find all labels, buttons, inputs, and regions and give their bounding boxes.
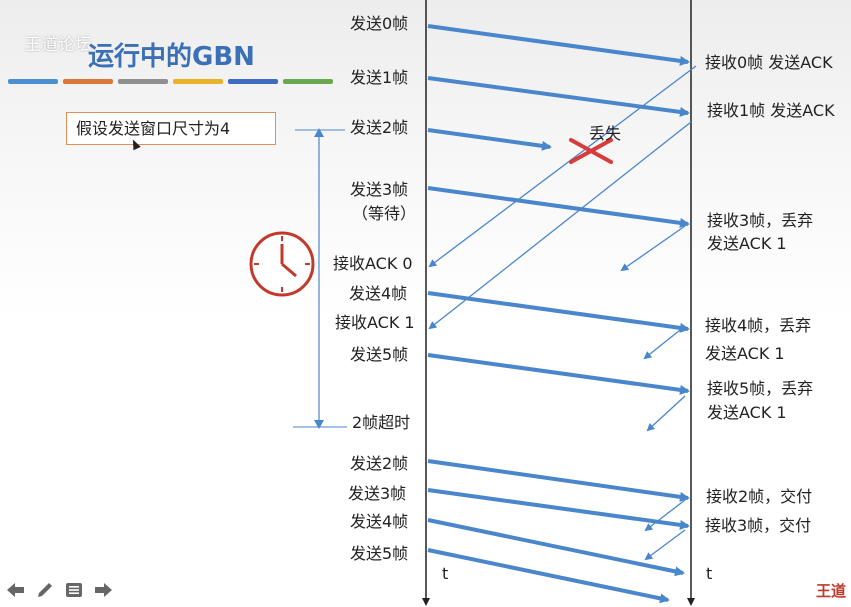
receiver-label-recv3-ack: 发送ACK 1 <box>707 234 787 253</box>
resend-2-arrow <box>427 459 690 502</box>
ack-1-arrow <box>428 121 692 330</box>
frame-5-arrow <box>427 353 690 395</box>
clock-icon <box>249 231 315 297</box>
menu-icon[interactable] <box>64 580 84 600</box>
ack-1-dup-arrow <box>620 225 686 272</box>
ack-1-dup-arrow <box>646 395 686 432</box>
ack-0-arrow <box>428 65 697 268</box>
receiver-label-recv2-deliver: 接收2帧，交付 <box>706 487 813 506</box>
sender-label-ack1: 接收ACK 1 <box>335 313 415 332</box>
receiver-label-recv4-discard: 接收4帧，丢弃 <box>705 316 812 335</box>
timeout-label: 2帧超时 <box>352 413 411 432</box>
sender-label-resend2: 发送2帧 <box>350 454 409 473</box>
brand-logo: 王道 <box>816 582 847 600</box>
frame-2-arrow <box>427 128 552 151</box>
sender-label-send2: 发送2帧 <box>350 118 409 137</box>
color-stripe <box>118 79 168 84</box>
frame-0-arrow <box>427 24 690 66</box>
pencil-icon[interactable] <box>35 580 55 600</box>
ack-3-arrow <box>644 529 686 561</box>
resend-3-arrow <box>427 488 690 530</box>
watermark-logo: 王道论坛 <box>24 35 92 55</box>
color-stripe <box>8 79 58 84</box>
sender-label-resend5: 发送5帧 <box>350 544 409 563</box>
frame-1-arrow <box>427 76 690 117</box>
resend-4-arrow <box>427 518 685 577</box>
sender-label-ack0: 接收ACK 0 <box>333 254 413 273</box>
sender-label-send1: 发送1帧 <box>350 68 409 87</box>
resend-5-arrow <box>427 548 670 604</box>
color-stripe <box>228 79 278 84</box>
color-stripe <box>63 79 113 84</box>
color-stripe <box>173 79 223 84</box>
frame-3-arrow <box>427 186 690 228</box>
sender-label-wait: （等待） <box>352 204 417 223</box>
receiver-time-label: t <box>706 564 713 583</box>
sender-label-send4: 发送4帧 <box>349 284 408 303</box>
receiver-label-recv0: 接收0帧 发送ACK <box>705 53 833 72</box>
window-size-note: 假设发送窗口尺寸为4 <box>66 112 276 145</box>
ack-1-dup-arrow <box>643 325 686 360</box>
receiver-label-recv3-deliver: 接收3帧，交付 <box>705 516 812 535</box>
receiver-label-recv1: 接收1帧 发送ACK <box>707 101 835 120</box>
back-arrow-icon[interactable] <box>6 580 26 600</box>
lost-label: 丢失 <box>589 124 622 143</box>
color-stripe <box>283 79 333 84</box>
sender-label-send5: 发送5帧 <box>350 345 409 364</box>
forward-arrow-icon[interactable] <box>93 580 113 600</box>
sender-label-send3: 发送3帧 <box>350 180 409 199</box>
receiver-label-recv3-discard: 接收3帧，丢弃 <box>707 211 814 230</box>
sender-label-resend3: 发送3帧 <box>348 484 407 503</box>
receiver-label-recv4-ack: 发送ACK 1 <box>705 344 785 363</box>
sender-label-send0: 发送0帧 <box>350 14 409 33</box>
receiver-label-recv5-discard: 接收5帧，丢弃 <box>707 379 814 398</box>
sender-label-resend4: 发送4帧 <box>350 512 409 531</box>
lost-frame-x-icon <box>569 138 613 164</box>
frame-4-arrow <box>427 291 690 333</box>
sender-time-label: t <box>442 564 449 583</box>
slide-title: 运行中的GBN <box>88 42 255 72</box>
ack-2-arrow <box>644 499 686 532</box>
receiver-label-recv5-ack: 发送ACK 1 <box>707 403 787 422</box>
slide-navigation <box>6 580 113 600</box>
